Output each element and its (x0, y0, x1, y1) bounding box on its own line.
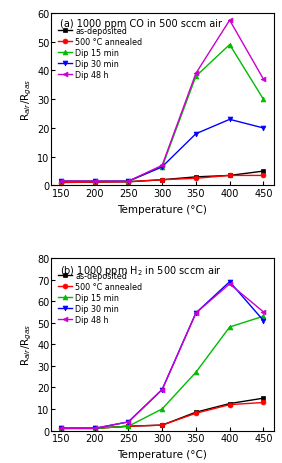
Dip 48 h (194, 311, 198, 316)
500 °C annealed (93, 425, 96, 431)
Dip 30 min (160, 387, 164, 393)
Dip 15 min (194, 74, 198, 80)
Text: (b) 1000 ppm H$_2$ in 500 sccm air: (b) 1000 ppm H$_2$ in 500 sccm air (60, 263, 221, 277)
Dip 30 min (127, 179, 130, 185)
500 °C annealed (59, 425, 63, 431)
Dip 30 min (59, 179, 63, 185)
Dip 48 h (262, 309, 265, 315)
Text: (a) 1000 ppm CO in 500 sccm air: (a) 1000 ppm CO in 500 sccm air (60, 19, 222, 29)
Dip 15 min (127, 179, 130, 185)
Dip 48 h (59, 179, 63, 185)
Dip 15 min (59, 425, 63, 431)
as-deposited (160, 178, 164, 183)
Dip 15 min (194, 369, 198, 375)
Legend: as-deposited, 500 °C annealed, Dip 15 min, Dip 30 min, Dip 48 h: as-deposited, 500 °C annealed, Dip 15 mi… (55, 24, 145, 82)
Dip 48 h (93, 179, 96, 185)
as-deposited (160, 422, 164, 428)
Line: as-deposited: as-deposited (58, 169, 266, 185)
Line: Dip 48 h: Dip 48 h (58, 282, 266, 431)
Dip 15 min (93, 179, 96, 185)
500 °C annealed (127, 424, 130, 429)
as-deposited (59, 425, 63, 431)
Line: Dip 30 min: Dip 30 min (58, 118, 266, 184)
Dip 30 min (228, 279, 231, 285)
Line: 500 °C annealed: 500 °C annealed (58, 174, 266, 186)
Dip 15 min (59, 179, 63, 185)
Dip 48 h (194, 71, 198, 77)
as-deposited (93, 425, 96, 431)
500 °C annealed (194, 176, 198, 181)
500 °C annealed (228, 402, 231, 407)
Dip 15 min (160, 165, 164, 170)
Line: 500 °C annealed: 500 °C annealed (58, 400, 266, 431)
Line: Dip 30 min: Dip 30 min (58, 280, 266, 431)
Dip 15 min (262, 314, 265, 319)
X-axis label: Temperature (°C): Temperature (°C) (117, 449, 207, 459)
Dip 48 h (59, 425, 63, 431)
500 °C annealed (93, 180, 96, 185)
Dip 48 h (160, 387, 164, 393)
Dip 30 min (93, 425, 96, 431)
Line: as-deposited: as-deposited (58, 396, 266, 431)
Dip 15 min (93, 425, 96, 431)
as-deposited (262, 169, 265, 175)
as-deposited (59, 180, 63, 185)
as-deposited (127, 424, 130, 429)
Dip 30 min (127, 419, 130, 425)
500 °C annealed (228, 173, 231, 179)
Dip 30 min (59, 425, 63, 431)
Y-axis label: R$_{air}$/R$_{gas}$: R$_{air}$/R$_{gas}$ (20, 79, 34, 121)
Dip 30 min (160, 165, 164, 170)
500 °C annealed (160, 178, 164, 183)
Dip 15 min (160, 407, 164, 412)
500 °C annealed (127, 180, 130, 185)
as-deposited (228, 173, 231, 179)
Y-axis label: R$_{air}$/R$_{gas}$: R$_{air}$/R$_{gas}$ (20, 323, 34, 366)
as-deposited (262, 395, 265, 401)
Dip 15 min (127, 424, 130, 429)
Dip 48 h (160, 163, 164, 169)
as-deposited (194, 175, 198, 180)
500 °C annealed (262, 173, 265, 179)
Dip 30 min (262, 126, 265, 131)
X-axis label: Temperature (°C): Temperature (°C) (117, 204, 207, 214)
Line: Dip 48 h: Dip 48 h (58, 19, 266, 184)
Dip 30 min (93, 179, 96, 185)
500 °C annealed (160, 422, 164, 428)
500 °C annealed (59, 181, 63, 186)
Dip 15 min (262, 97, 265, 103)
Dip 48 h (262, 77, 265, 83)
as-deposited (127, 180, 130, 185)
Dip 48 h (127, 179, 130, 185)
Dip 30 min (262, 318, 265, 324)
Dip 48 h (228, 18, 231, 24)
Dip 30 min (194, 131, 198, 137)
as-deposited (194, 409, 198, 415)
Dip 15 min (228, 43, 231, 48)
Line: Dip 15 min: Dip 15 min (58, 314, 266, 431)
Dip 30 min (194, 311, 198, 316)
Legend: as-deposited, 500 °C annealed, Dip 15 min, Dip 30 min, Dip 48 h: as-deposited, 500 °C annealed, Dip 15 mi… (55, 269, 145, 326)
500 °C annealed (262, 400, 265, 406)
Dip 48 h (127, 419, 130, 425)
Line: Dip 15 min: Dip 15 min (58, 43, 266, 184)
as-deposited (93, 180, 96, 185)
Dip 48 h (93, 425, 96, 431)
Dip 30 min (228, 117, 231, 123)
500 °C annealed (194, 411, 198, 416)
as-deposited (228, 401, 231, 407)
Dip 48 h (228, 282, 231, 287)
Dip 15 min (228, 325, 231, 330)
